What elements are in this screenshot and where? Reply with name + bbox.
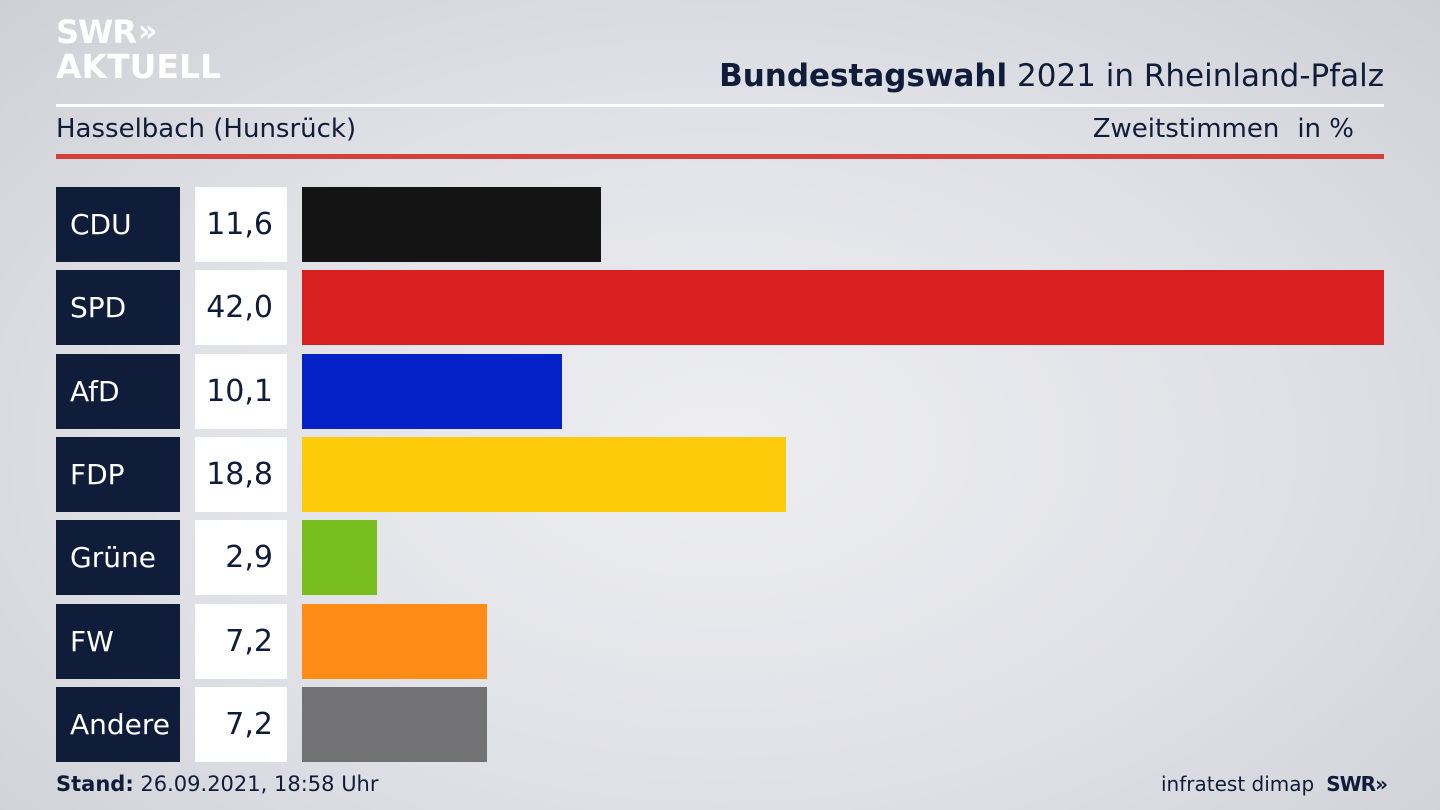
value-label: 2,9 xyxy=(195,520,287,595)
chart-row: Andere 7,2 xyxy=(56,687,1384,762)
swr-footer-chevron-icon: » xyxy=(1375,772,1388,796)
chart-row: CDU 11,6 xyxy=(56,187,1384,262)
accent-divider xyxy=(56,154,1384,159)
chart-row: FW 7,2 xyxy=(56,604,1384,679)
party-label: FW xyxy=(56,604,180,679)
source-label: infratest dimap xyxy=(1161,772,1315,796)
swr-footer-text: SWR xyxy=(1326,772,1376,796)
party-label: AfD xyxy=(56,354,180,429)
swr-footer-logo: SWR» xyxy=(1326,772,1388,796)
timestamp-value: 26.09.2021, 18:58 Uhr xyxy=(140,772,379,796)
party-label: Grüne xyxy=(56,520,180,595)
bar xyxy=(302,687,487,762)
bar xyxy=(302,437,786,512)
chart-row: FDP 18,8 xyxy=(56,437,1384,512)
bar xyxy=(302,604,487,679)
bar xyxy=(302,354,562,429)
chart-row: Grüne 2,9 xyxy=(56,520,1384,595)
timestamp-label: Stand: xyxy=(56,772,134,796)
value-label: 18,8 xyxy=(195,437,287,512)
source-credits: infratest dimap SWR» xyxy=(1161,772,1388,796)
chart-title: Bundestagswahl 2021 in Rheinland-Pfalz xyxy=(719,58,1384,94)
logo-swr-text: SWR xyxy=(56,13,137,51)
chart-title-rest: 2021 in Rheinland-Pfalz xyxy=(1017,58,1384,94)
chart-row: AfD 10,1 xyxy=(56,354,1384,429)
header-divider xyxy=(56,104,1384,107)
value-label: 42,0 xyxy=(195,270,287,345)
party-label: SPD xyxy=(56,270,180,345)
swr-aktuell-logo: SWR » AKTUELL xyxy=(56,16,221,83)
logo-chevron-icon: » xyxy=(137,14,158,49)
value-label: 7,2 xyxy=(195,604,287,679)
party-label: Andere xyxy=(56,687,180,762)
logo-aktuell-text: AKTUELL xyxy=(56,47,222,86)
chart-title-bold: Bundestagswahl xyxy=(719,58,1008,94)
value-label: 10,1 xyxy=(195,354,287,429)
party-label: FDP xyxy=(56,437,180,512)
party-label: CDU xyxy=(56,187,180,262)
bar xyxy=(302,187,601,262)
measure-unit: in % xyxy=(1297,114,1354,144)
value-label: 11,6 xyxy=(195,187,287,262)
measure-name: Zweitstimmen xyxy=(1092,114,1280,144)
timestamp: Stand: 26.09.2021, 18:58 Uhr xyxy=(56,772,379,796)
measure-label: Zweitstimmen in % xyxy=(1093,114,1354,144)
bar xyxy=(302,520,377,595)
chart-subtitle: Hasselbach (Hunsrück) xyxy=(56,114,357,144)
bar xyxy=(302,270,1384,345)
chart-row: SPD 42,0 xyxy=(56,270,1384,345)
value-label: 7,2 xyxy=(195,687,287,762)
